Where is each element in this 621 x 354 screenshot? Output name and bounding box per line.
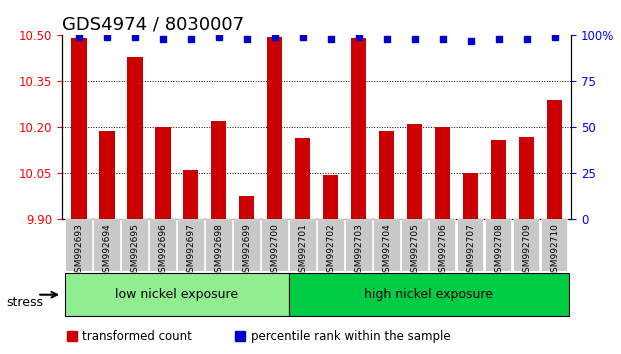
Bar	[435, 127, 450, 219]
Text: GSM992694: GSM992694	[102, 223, 111, 278]
FancyBboxPatch shape	[513, 219, 540, 271]
FancyBboxPatch shape	[541, 219, 568, 271]
Bar	[491, 140, 506, 219]
FancyBboxPatch shape	[345, 219, 371, 271]
FancyBboxPatch shape	[150, 219, 176, 271]
Text: low nickel exposure: low nickel exposure	[116, 288, 238, 301]
Text: GSM992702: GSM992702	[326, 223, 335, 278]
FancyBboxPatch shape	[289, 219, 315, 271]
Bar	[239, 196, 255, 219]
Bar	[99, 131, 114, 219]
Bar	[71, 39, 86, 219]
FancyBboxPatch shape	[178, 219, 204, 271]
FancyBboxPatch shape	[65, 273, 289, 316]
Text: GSM992710: GSM992710	[550, 223, 559, 278]
Text: GSM992705: GSM992705	[410, 223, 419, 278]
FancyBboxPatch shape	[233, 219, 260, 271]
Bar	[379, 131, 394, 219]
Text: GSM992697: GSM992697	[186, 223, 195, 278]
FancyBboxPatch shape	[457, 219, 484, 271]
Text: GSM992701: GSM992701	[298, 223, 307, 278]
Text: GSM992708: GSM992708	[494, 223, 503, 278]
Bar	[519, 137, 534, 219]
FancyBboxPatch shape	[317, 219, 343, 271]
Text: GSM992695: GSM992695	[130, 223, 139, 278]
Bar	[267, 37, 283, 219]
Text: stress: stress	[6, 296, 43, 309]
Text: GDS4974 / 8030007: GDS4974 / 8030007	[62, 16, 244, 34]
Text: transformed count: transformed count	[83, 330, 193, 343]
Bar	[463, 173, 478, 219]
Text: GSM992693: GSM992693	[75, 223, 83, 278]
Text: GSM992700: GSM992700	[270, 223, 279, 278]
Text: GSM992699: GSM992699	[242, 223, 252, 278]
FancyBboxPatch shape	[429, 219, 455, 271]
Text: GSM992704: GSM992704	[382, 223, 391, 278]
Text: GSM992706: GSM992706	[438, 223, 447, 278]
Bar	[127, 57, 143, 219]
Text: GSM992707: GSM992707	[466, 223, 475, 278]
FancyBboxPatch shape	[373, 219, 399, 271]
Bar	[351, 39, 366, 219]
FancyBboxPatch shape	[122, 219, 148, 271]
FancyBboxPatch shape	[93, 219, 120, 271]
FancyBboxPatch shape	[65, 219, 92, 271]
Bar	[155, 127, 171, 219]
Bar	[547, 100, 562, 219]
Text: percentile rank within the sample: percentile rank within the sample	[250, 330, 450, 343]
FancyBboxPatch shape	[261, 219, 288, 271]
Text: high nickel exposure: high nickel exposure	[364, 288, 493, 301]
FancyBboxPatch shape	[206, 219, 232, 271]
Text: GSM992698: GSM992698	[214, 223, 224, 278]
Bar	[407, 124, 422, 219]
Bar	[183, 170, 199, 219]
FancyBboxPatch shape	[485, 219, 512, 271]
FancyBboxPatch shape	[289, 273, 568, 316]
Text: GSM992696: GSM992696	[158, 223, 167, 278]
Bar	[323, 175, 338, 219]
FancyBboxPatch shape	[401, 219, 427, 271]
Text: GSM992703: GSM992703	[354, 223, 363, 278]
Text: GSM992709: GSM992709	[522, 223, 531, 278]
Bar	[295, 138, 310, 219]
Bar	[211, 121, 227, 219]
